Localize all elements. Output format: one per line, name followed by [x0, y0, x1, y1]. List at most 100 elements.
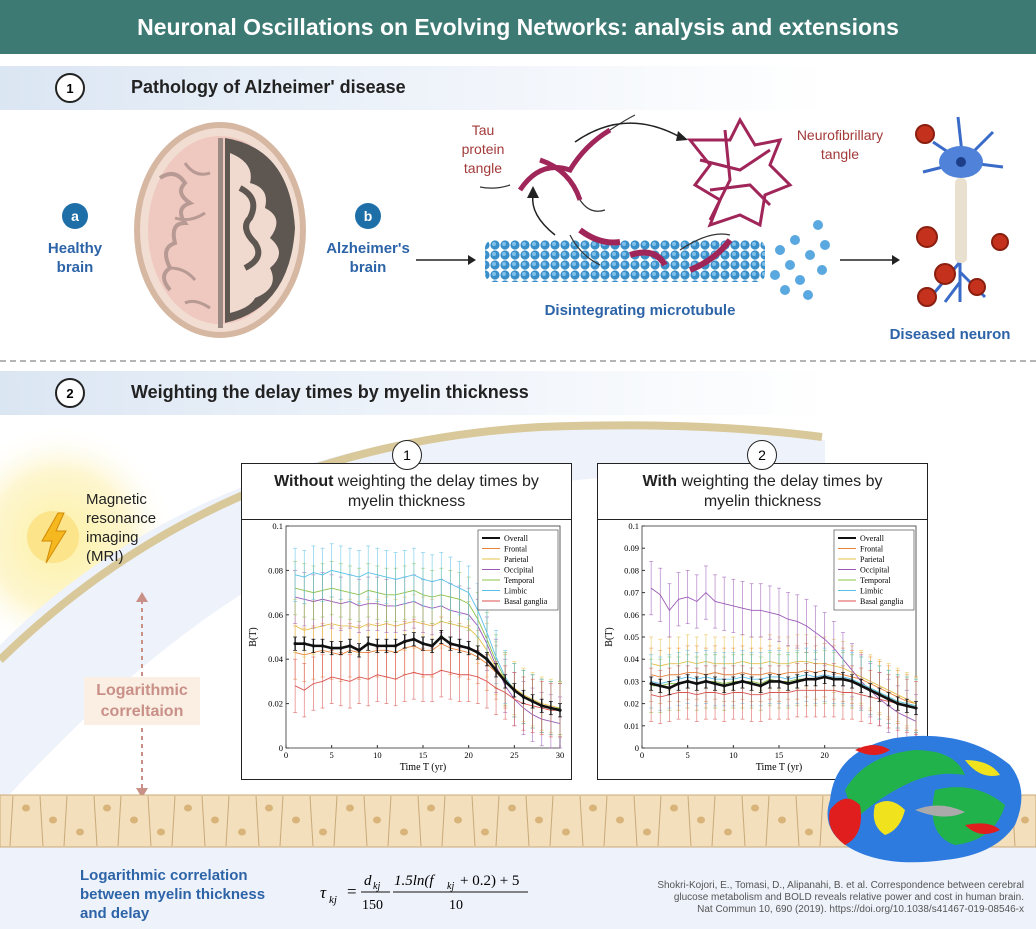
alzheimers-brain-label: Alzheimer's brain — [326, 240, 410, 276]
data-point — [558, 708, 562, 712]
logarithmic-correlation-label: Logarithmic correltaion — [84, 677, 200, 725]
data-point — [320, 644, 325, 648]
x-axis-label: Time T (yr) — [756, 762, 803, 773]
legend-item: Basal ganglia — [504, 597, 548, 606]
data-point — [832, 677, 836, 681]
y-tick-label: 0.06 — [268, 610, 283, 620]
data-point — [896, 702, 900, 706]
svg-text:+ 0.2) + 5: + 0.2) + 5 — [460, 873, 519, 889]
section-2-number: 2 — [55, 378, 85, 408]
data-point — [750, 682, 754, 686]
myelin-delay-correlation-label: Logarithmic correlation between myelin th… — [80, 867, 266, 922]
y-tick-label: 0.03 — [624, 676, 639, 686]
legend-item: Limbic — [504, 587, 528, 596]
chart-with-weighting: 0 0.01 0.02 0.03 0.04 0.05 0.06 0.07 0.08 0.09 0.1… — [604, 521, 920, 773]
series-line — [294, 669, 560, 711]
x-tick-label: 5 — [686, 750, 690, 760]
neurofibrillary-tangle-label: Neurofibrillary tangle — [796, 127, 884, 162]
data-point — [887, 697, 891, 701]
page-title: Neuronal Oscillations on Evolving Networ… — [0, 0, 1036, 54]
data-point — [722, 684, 726, 688]
data-point — [448, 642, 452, 646]
legend-item: Occipital — [504, 566, 534, 575]
data-point — [549, 706, 553, 710]
x-tick-label: 15 — [775, 750, 784, 760]
series-overall — [293, 629, 562, 718]
y-tick-label: 0 — [635, 743, 639, 753]
data-point — [430, 644, 434, 648]
series-line — [651, 669, 917, 705]
x-tick-label: 0 — [640, 750, 644, 760]
legend-item: Overall — [504, 534, 529, 543]
y-tick-label: 0.09 — [624, 543, 639, 553]
x-tick-label: 5 — [330, 750, 334, 760]
legend-item: Parietal — [504, 555, 529, 564]
data-point — [695, 682, 699, 686]
x-tick-label: 15 — [419, 750, 428, 760]
x-axis-label: Time T (yr) — [400, 762, 447, 773]
y-tick-label: 0.1 — [272, 521, 283, 531]
data-point — [759, 684, 763, 688]
data-point — [512, 688, 516, 692]
brain-axial-illustration — [134, 122, 306, 338]
legend-item: Overall — [860, 534, 885, 543]
arrow-to-neuron — [840, 255, 900, 265]
legend-item: Occipital — [860, 566, 890, 575]
x-tick-label: 10 — [729, 750, 738, 760]
data-point — [804, 677, 808, 681]
data-point — [476, 650, 480, 655]
data-point — [667, 686, 671, 690]
data-point — [293, 642, 297, 646]
series-line — [651, 689, 917, 709]
y-axis-label: B(T) — [248, 627, 259, 646]
data-point — [375, 644, 379, 648]
panel-1-number: 1 — [392, 440, 422, 470]
data-point — [813, 677, 818, 681]
legend-item: Frontal — [860, 545, 884, 554]
alzheimers-brain-badge: b — [355, 203, 381, 229]
data-point — [905, 704, 909, 708]
y-tick-label: 0.1 — [628, 521, 639, 531]
data-point — [823, 675, 827, 679]
legend-item: Parietal — [860, 555, 885, 564]
section-1-number: 1 — [55, 73, 85, 103]
x-tick-label: 10 — [373, 750, 382, 760]
data-point — [713, 682, 717, 686]
correlation-double-arrow — [136, 592, 148, 798]
x-tick-label: 20 — [820, 750, 829, 760]
y-axis-label: B(T) — [604, 627, 615, 646]
y-tick-label: 0 — [279, 743, 283, 753]
svg-text:kj: kj — [329, 894, 337, 906]
data-point — [457, 644, 462, 648]
panel-1-heading: Without weighting the delay times by myel… — [242, 464, 571, 520]
data-point — [676, 682, 681, 686]
data-point — [467, 646, 471, 650]
brain-activity-map — [827, 735, 1022, 863]
lightning-icon — [27, 511, 79, 564]
microtubule-label: Disintegrating microtubule — [544, 302, 736, 319]
data-point — [704, 679, 708, 683]
citation: Shokri-Kojori, E., Tomasi, D., Alipanahi… — [657, 880, 1024, 915]
y-tick-label: 0.04 — [624, 654, 640, 664]
data-point — [311, 644, 315, 648]
healthy-brain-label: Healthy brain — [47, 240, 103, 276]
data-point — [366, 642, 370, 646]
data-point — [658, 684, 662, 688]
microtubule-tangle-illustration — [480, 114, 830, 300]
data-point — [531, 699, 535, 703]
arrow-to-microtubule — [416, 255, 476, 265]
data-point — [731, 682, 735, 686]
data-point — [740, 679, 745, 683]
data-point — [302, 642, 306, 646]
svg-text:=: = — [347, 882, 357, 901]
section-1-title: Pathology of Alzheimer' disease — [131, 77, 406, 97]
data-point — [841, 677, 845, 681]
data-point — [786, 682, 790, 686]
series-overall — [649, 669, 918, 716]
legend-item: Limbic — [860, 587, 884, 596]
x-tick-label: 25 — [510, 750, 519, 760]
data-point — [384, 644, 389, 648]
data-point — [503, 679, 507, 683]
data-point — [877, 693, 882, 697]
data-point — [339, 646, 343, 650]
